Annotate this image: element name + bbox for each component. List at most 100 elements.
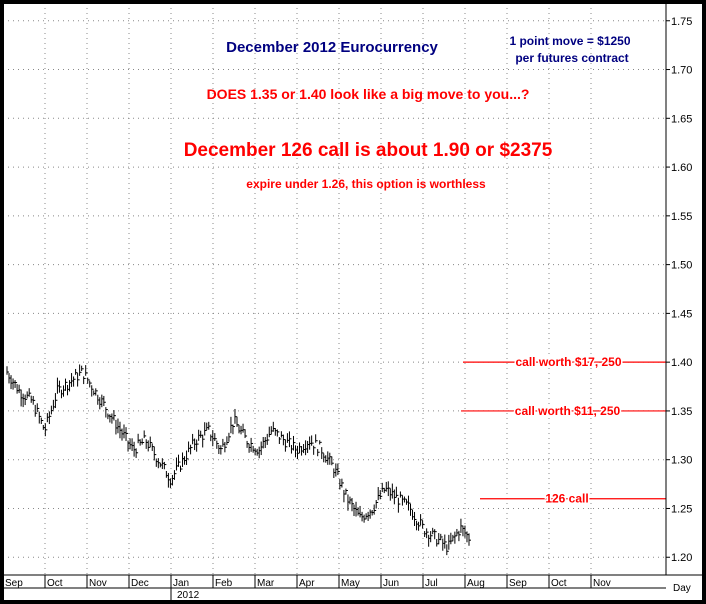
price-bar-73 (153, 446, 157, 461)
price-bar-212 (434, 529, 437, 540)
y-tick-label-9: 1.65 (671, 113, 692, 125)
axis-background (666, 3, 703, 575)
price-bar-119 (246, 440, 250, 448)
price-bar-138 (284, 439, 288, 452)
price-bar-204 (418, 521, 421, 531)
price-bar-142 (292, 435, 296, 451)
price-bar-15 (36, 403, 40, 412)
x-tick-label-5: Feb (215, 578, 233, 589)
price-bar-53 (113, 410, 116, 421)
price-bar-29 (65, 378, 68, 391)
price-bar-36 (79, 364, 82, 376)
y-tick-label-7: 1.55 (671, 211, 692, 223)
subline-note: expire under 1.26, this option is worthl… (246, 177, 486, 191)
price-bar-89 (186, 450, 189, 465)
contract-note-line-1: 1 point move = $1250 (509, 34, 630, 48)
price-bar-140 (288, 431, 292, 448)
x-tick-label-12: Sep (509, 578, 527, 589)
price-bar-44 (95, 388, 98, 396)
price-bar-64 (135, 448, 139, 458)
price-bar-112 (232, 424, 235, 435)
price-bar-42 (91, 385, 94, 397)
price-bar-218 (446, 544, 449, 556)
price-bar-94 (196, 439, 199, 452)
contract-note-line-2: per futures contract (515, 51, 628, 65)
price-bar-33 (73, 376, 76, 387)
x-axis-ticks: Sep Oct Nov Dec Jan Feb Mar Apr May Jun Jul Aug Sep O… (2, 575, 611, 600)
y-tick-label-1: 1.25 (671, 503, 692, 515)
price-bar-183 (375, 499, 379, 509)
price-bar-208 (426, 528, 429, 539)
price-bar-68 (143, 430, 147, 439)
price-bar-202 (414, 511, 417, 526)
price-bar-109 (226, 436, 229, 446)
x-tick-label-8: May (341, 578, 360, 589)
price-bar-168 (345, 488, 348, 495)
price-bar-114 (236, 416, 239, 427)
x-tick-label-10: Jul (425, 578, 438, 589)
y-tick-label-5: 1.45 (671, 308, 692, 320)
headline-question: DOES 1.35 or 1.40 look like a big move t… (207, 86, 530, 102)
price-bar-154 (317, 449, 320, 457)
price-bar-182 (373, 504, 377, 515)
chart-title: December 2012 Eurocurrency (226, 39, 438, 56)
price-bar-193 (395, 486, 399, 498)
price-bar-0 (6, 366, 9, 375)
price-bar-134 (276, 429, 280, 437)
price-bar-189 (387, 481, 391, 497)
x-tick-label-9: Jun (383, 578, 399, 589)
x-tick-label-4: Jan (173, 578, 189, 589)
price-bar-110 (228, 432, 231, 442)
x-tick-label-7: Apr (299, 578, 315, 589)
price-bar-48 (103, 395, 106, 407)
reference-label-1: call worth $11, 250 (515, 404, 621, 418)
price-bar-135 (278, 437, 282, 445)
price-bar-38 (83, 376, 86, 385)
y-axis-ticks: 1.20 1.25 1.30 1.35 1.40 1.45 1.50 1.55 1.60 1.65… (666, 16, 692, 564)
price-bar-229 (468, 533, 471, 546)
price-bar-39 (85, 365, 88, 376)
price-bar-153 (315, 434, 318, 443)
price-bar-130 (268, 426, 272, 438)
price-bar-91 (190, 444, 193, 455)
price-bar-59 (125, 427, 129, 442)
price-bar-151 (311, 435, 314, 446)
y-tick-label-8: 1.60 (671, 162, 692, 174)
price-bar-78 (163, 461, 167, 470)
price-bar-14 (34, 404, 38, 417)
x-tick-label-0: Sep (5, 578, 23, 589)
price-bar-37 (81, 365, 84, 371)
price-bar-108 (224, 441, 227, 453)
price-bar-185 (379, 490, 383, 500)
grid-lines (3, 3, 666, 575)
y-tick-label-3: 1.35 (671, 406, 692, 418)
price-bar-144 (297, 445, 300, 460)
price-bar-21 (48, 411, 52, 425)
price-bar-40 (87, 377, 90, 384)
price-bar-197 (403, 496, 407, 503)
plot-background (3, 3, 666, 575)
price-bar-200 (409, 503, 413, 516)
price-bar-34 (75, 368, 78, 375)
price-bar-164 (337, 463, 340, 476)
reference-label-2: 126 call (545, 492, 588, 506)
price-bar-205 (420, 514, 423, 526)
price-bar-19 (44, 423, 48, 437)
reference-label-0: call worth $17, 250 (515, 355, 621, 369)
price-bar-161 (331, 456, 334, 466)
price-bar-11 (28, 388, 32, 397)
price-bar-171 (351, 497, 354, 512)
price-bar-22 (50, 405, 54, 415)
price-bar-16 (38, 411, 42, 424)
price-bar-210 (430, 531, 433, 543)
price-bar-199 (407, 495, 411, 511)
price-bar-166 (341, 478, 344, 488)
price-bar-103 (214, 433, 217, 442)
price-bar-121 (250, 437, 254, 452)
price-bar-215 (440, 533, 443, 541)
x-tick-label-13: Oct (551, 578, 567, 589)
price-bar-97 (202, 434, 205, 448)
y-tick-label-2: 1.30 (671, 455, 692, 467)
